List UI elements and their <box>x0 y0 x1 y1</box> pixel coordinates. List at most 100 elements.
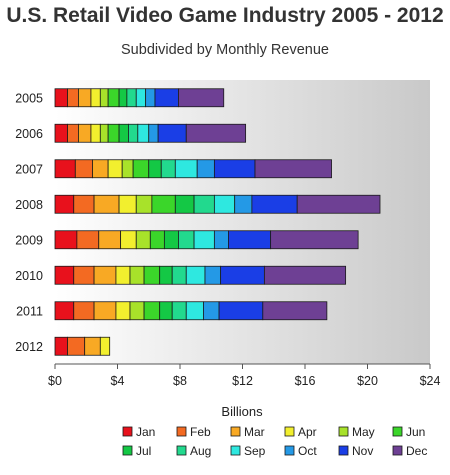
x-tick-label: $24 <box>420 374 441 388</box>
chart-subtitle: Subdivided by Monthly Revenue <box>121 42 329 58</box>
bar-segment-2005-apr <box>90 88 101 108</box>
bar-segment-2010-dec <box>263 265 347 285</box>
y-tick-label-2011: 2011 <box>16 304 43 318</box>
bar-segment-2012-feb <box>67 336 86 356</box>
bar-segment-2006-aug <box>128 123 139 143</box>
bar-segment-2012-jan <box>54 336 68 356</box>
bar-segment-2011-jun <box>143 301 161 321</box>
bar-segment-2006-oct <box>148 123 159 143</box>
chart-title: U.S. Retail Video Game Industry 2005 - 2… <box>6 4 444 27</box>
legend-label-dec: Dec <box>406 444 427 458</box>
bar-segment-2008-mar <box>93 194 120 214</box>
bar-segment-2009-oct <box>213 230 229 250</box>
bar-segment-2008-aug <box>193 194 215 214</box>
bar-segment-2006-feb <box>67 123 79 143</box>
legend-swatch-dec <box>392 445 403 456</box>
legend-swatch-apr <box>284 426 295 437</box>
bar-segment-2005-oct <box>145 88 156 108</box>
bar-segment-2007-aug <box>160 159 176 179</box>
bar-segment-2011-jul <box>159 301 173 321</box>
bar-segment-2007-sep <box>174 159 198 179</box>
plot-area <box>55 80 430 364</box>
bar-segment-2010-mar <box>93 265 117 285</box>
bar-segment-2009-jul <box>163 230 179 250</box>
bar-segment-2006-dec <box>185 123 247 143</box>
bar-segment-2010-aug <box>171 265 187 285</box>
bar-segment-2009-feb <box>76 230 100 250</box>
bar-segment-2005-aug <box>126 88 137 108</box>
bar-segment-2011-dec <box>262 301 328 321</box>
bar-segment-2005-sep <box>135 88 147 108</box>
bar-segment-2008-jan <box>54 194 75 214</box>
bar-segment-2008-jun <box>151 194 176 214</box>
x-tick-label: $4 <box>111 374 125 388</box>
legend-label-nov: Nov <box>352 444 373 458</box>
legend-swatch-nov <box>338 445 349 456</box>
bar-segment-2010-jun <box>143 265 161 285</box>
y-tick-label-2009: 2009 <box>15 233 43 247</box>
legend-label-aug: Aug <box>190 444 211 458</box>
y-tick-label-2012: 2012 <box>15 340 43 354</box>
bar-segment-2011-sep <box>185 301 204 321</box>
bar-segment-2010-sep <box>185 265 206 285</box>
bar-segment-2008-sep <box>213 194 236 214</box>
legend-swatch-oct <box>284 445 295 456</box>
bar-segment-2008-dec <box>296 194 381 214</box>
bar-segment-2008-jul <box>174 194 195 214</box>
bar-segment-2010-jul <box>159 265 173 285</box>
bar-segment-2009-jun <box>149 230 165 250</box>
bar-segment-2011-oct <box>203 301 220 321</box>
bar-segment-2009-aug <box>178 230 195 250</box>
legend-swatch-mar <box>230 426 241 437</box>
legend-label-sep: Sep <box>244 444 266 458</box>
bar-segment-2007-feb <box>74 159 93 179</box>
bar-segment-2005-jun <box>107 88 120 108</box>
bar-segment-2009-dec <box>270 230 359 250</box>
legend-swatch-aug <box>176 445 187 456</box>
bar-segment-2007-oct <box>196 159 215 179</box>
bar-segment-2009-jan <box>54 230 78 250</box>
bar-segment-2006-apr <box>90 123 101 143</box>
bar-segment-2010-feb <box>73 265 95 285</box>
bar-segment-2010-may <box>129 265 145 285</box>
x-tick-label: $20 <box>357 374 378 388</box>
bar-segment-2010-apr <box>115 265 131 285</box>
legend-swatch-may <box>338 426 349 437</box>
bar-segment-2007-mar <box>92 159 109 179</box>
bar-segment-2011-may <box>129 301 145 321</box>
bar-segment-2007-apr <box>107 159 123 179</box>
bar-segment-2010-jan <box>54 265 75 285</box>
bar-segment-2006-mar <box>78 123 92 143</box>
bar-segment-2006-jan <box>54 123 68 143</box>
y-tick-label-2007: 2007 <box>15 162 43 176</box>
legend-label-jan: Jan <box>136 425 155 439</box>
bar-segment-2008-nov <box>251 194 298 214</box>
legend-label-jun: Jun <box>406 425 425 439</box>
x-tick-label: $8 <box>173 374 187 388</box>
bar-segment-2009-sep <box>193 230 215 250</box>
legend-label-jul: Jul <box>136 444 151 458</box>
bar-segment-2010-nov <box>220 265 265 285</box>
bar-segment-2009-nov <box>228 230 272 250</box>
bar-segment-2007-may <box>121 159 134 179</box>
bar-segment-2011-nov <box>218 301 264 321</box>
bar-segment-2005-may <box>99 88 109 108</box>
legend-label-mar: Mar <box>244 425 265 439</box>
bar-segment-2006-jul <box>118 123 129 143</box>
bar-segment-2011-feb <box>73 301 95 321</box>
bar-segment-2006-sep <box>137 123 150 143</box>
legend-swatch-jan <box>122 426 133 437</box>
bar-segment-2009-mar <box>98 230 122 250</box>
bar-segment-2011-aug <box>171 301 187 321</box>
bar-segment-2008-may <box>135 194 153 214</box>
bar-segment-2011-apr <box>115 301 131 321</box>
legend-swatch-jul <box>122 445 133 456</box>
bar-segment-2008-feb <box>73 194 95 214</box>
bar-segment-2007-nov <box>213 159 256 179</box>
x-tick-label: $12 <box>232 374 253 388</box>
bar-segment-2005-jul <box>118 88 128 108</box>
bar-segment-2011-mar <box>93 301 117 321</box>
bar-segment-2009-may <box>135 230 151 250</box>
bar-segment-2005-nov <box>154 88 179 108</box>
legend-label-may: May <box>352 425 375 439</box>
